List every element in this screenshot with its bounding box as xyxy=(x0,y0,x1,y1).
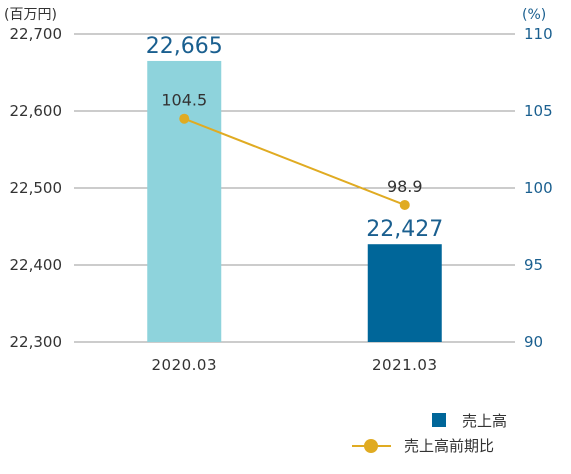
bar xyxy=(147,60,222,342)
ratio-point xyxy=(399,199,410,210)
x-tick-label: 2020.03 xyxy=(151,356,217,374)
y-tick-label: 22,700 xyxy=(10,25,63,43)
y2-tick-label: 100 xyxy=(524,179,553,197)
x-axis-ticks: 2020.03 2021.03 xyxy=(151,356,437,374)
y-tick-label: 22,400 xyxy=(10,256,63,274)
legend-bar-swatch xyxy=(432,413,446,427)
y2-axis-unit: (%) xyxy=(522,7,546,23)
y2-tick-label: 110 xyxy=(524,25,553,43)
y2-tick-label: 90 xyxy=(524,333,543,351)
x-tick-label: 2021.03 xyxy=(372,356,438,374)
y-tick-label: 22,300 xyxy=(10,333,63,351)
y2-tick-label: 105 xyxy=(524,102,553,120)
legend-line-marker xyxy=(364,439,378,453)
y-tick-label: 22,500 xyxy=(10,179,63,197)
y2-tick-label: 95 xyxy=(524,256,543,274)
bars: 22,665 22,427 xyxy=(146,34,443,342)
gridlines xyxy=(74,33,515,343)
ratio-value-label: 98.9 xyxy=(387,177,423,196)
legend-bar-label: 売上高 xyxy=(462,412,507,430)
ratio-point xyxy=(179,113,190,124)
ratio-line-path xyxy=(183,117,406,206)
bar-value-label: 22,665 xyxy=(146,34,223,59)
left-axis-ticks: 22,300 22,400 22,500 22,600 22,700 xyxy=(10,25,63,351)
ratio-value-label: 104.5 xyxy=(161,91,207,110)
y-tick-label: 22,600 xyxy=(10,102,63,120)
ratio-line: 104.5 98.9 xyxy=(161,91,423,210)
y-axis-unit: (百万円) xyxy=(4,7,57,23)
bar-value-label: 22,427 xyxy=(366,217,443,242)
legend-line-label: 売上高前期比 xyxy=(404,437,494,455)
right-axis-ticks: 90 95 100 105 110 xyxy=(524,25,553,351)
bar xyxy=(367,244,442,342)
